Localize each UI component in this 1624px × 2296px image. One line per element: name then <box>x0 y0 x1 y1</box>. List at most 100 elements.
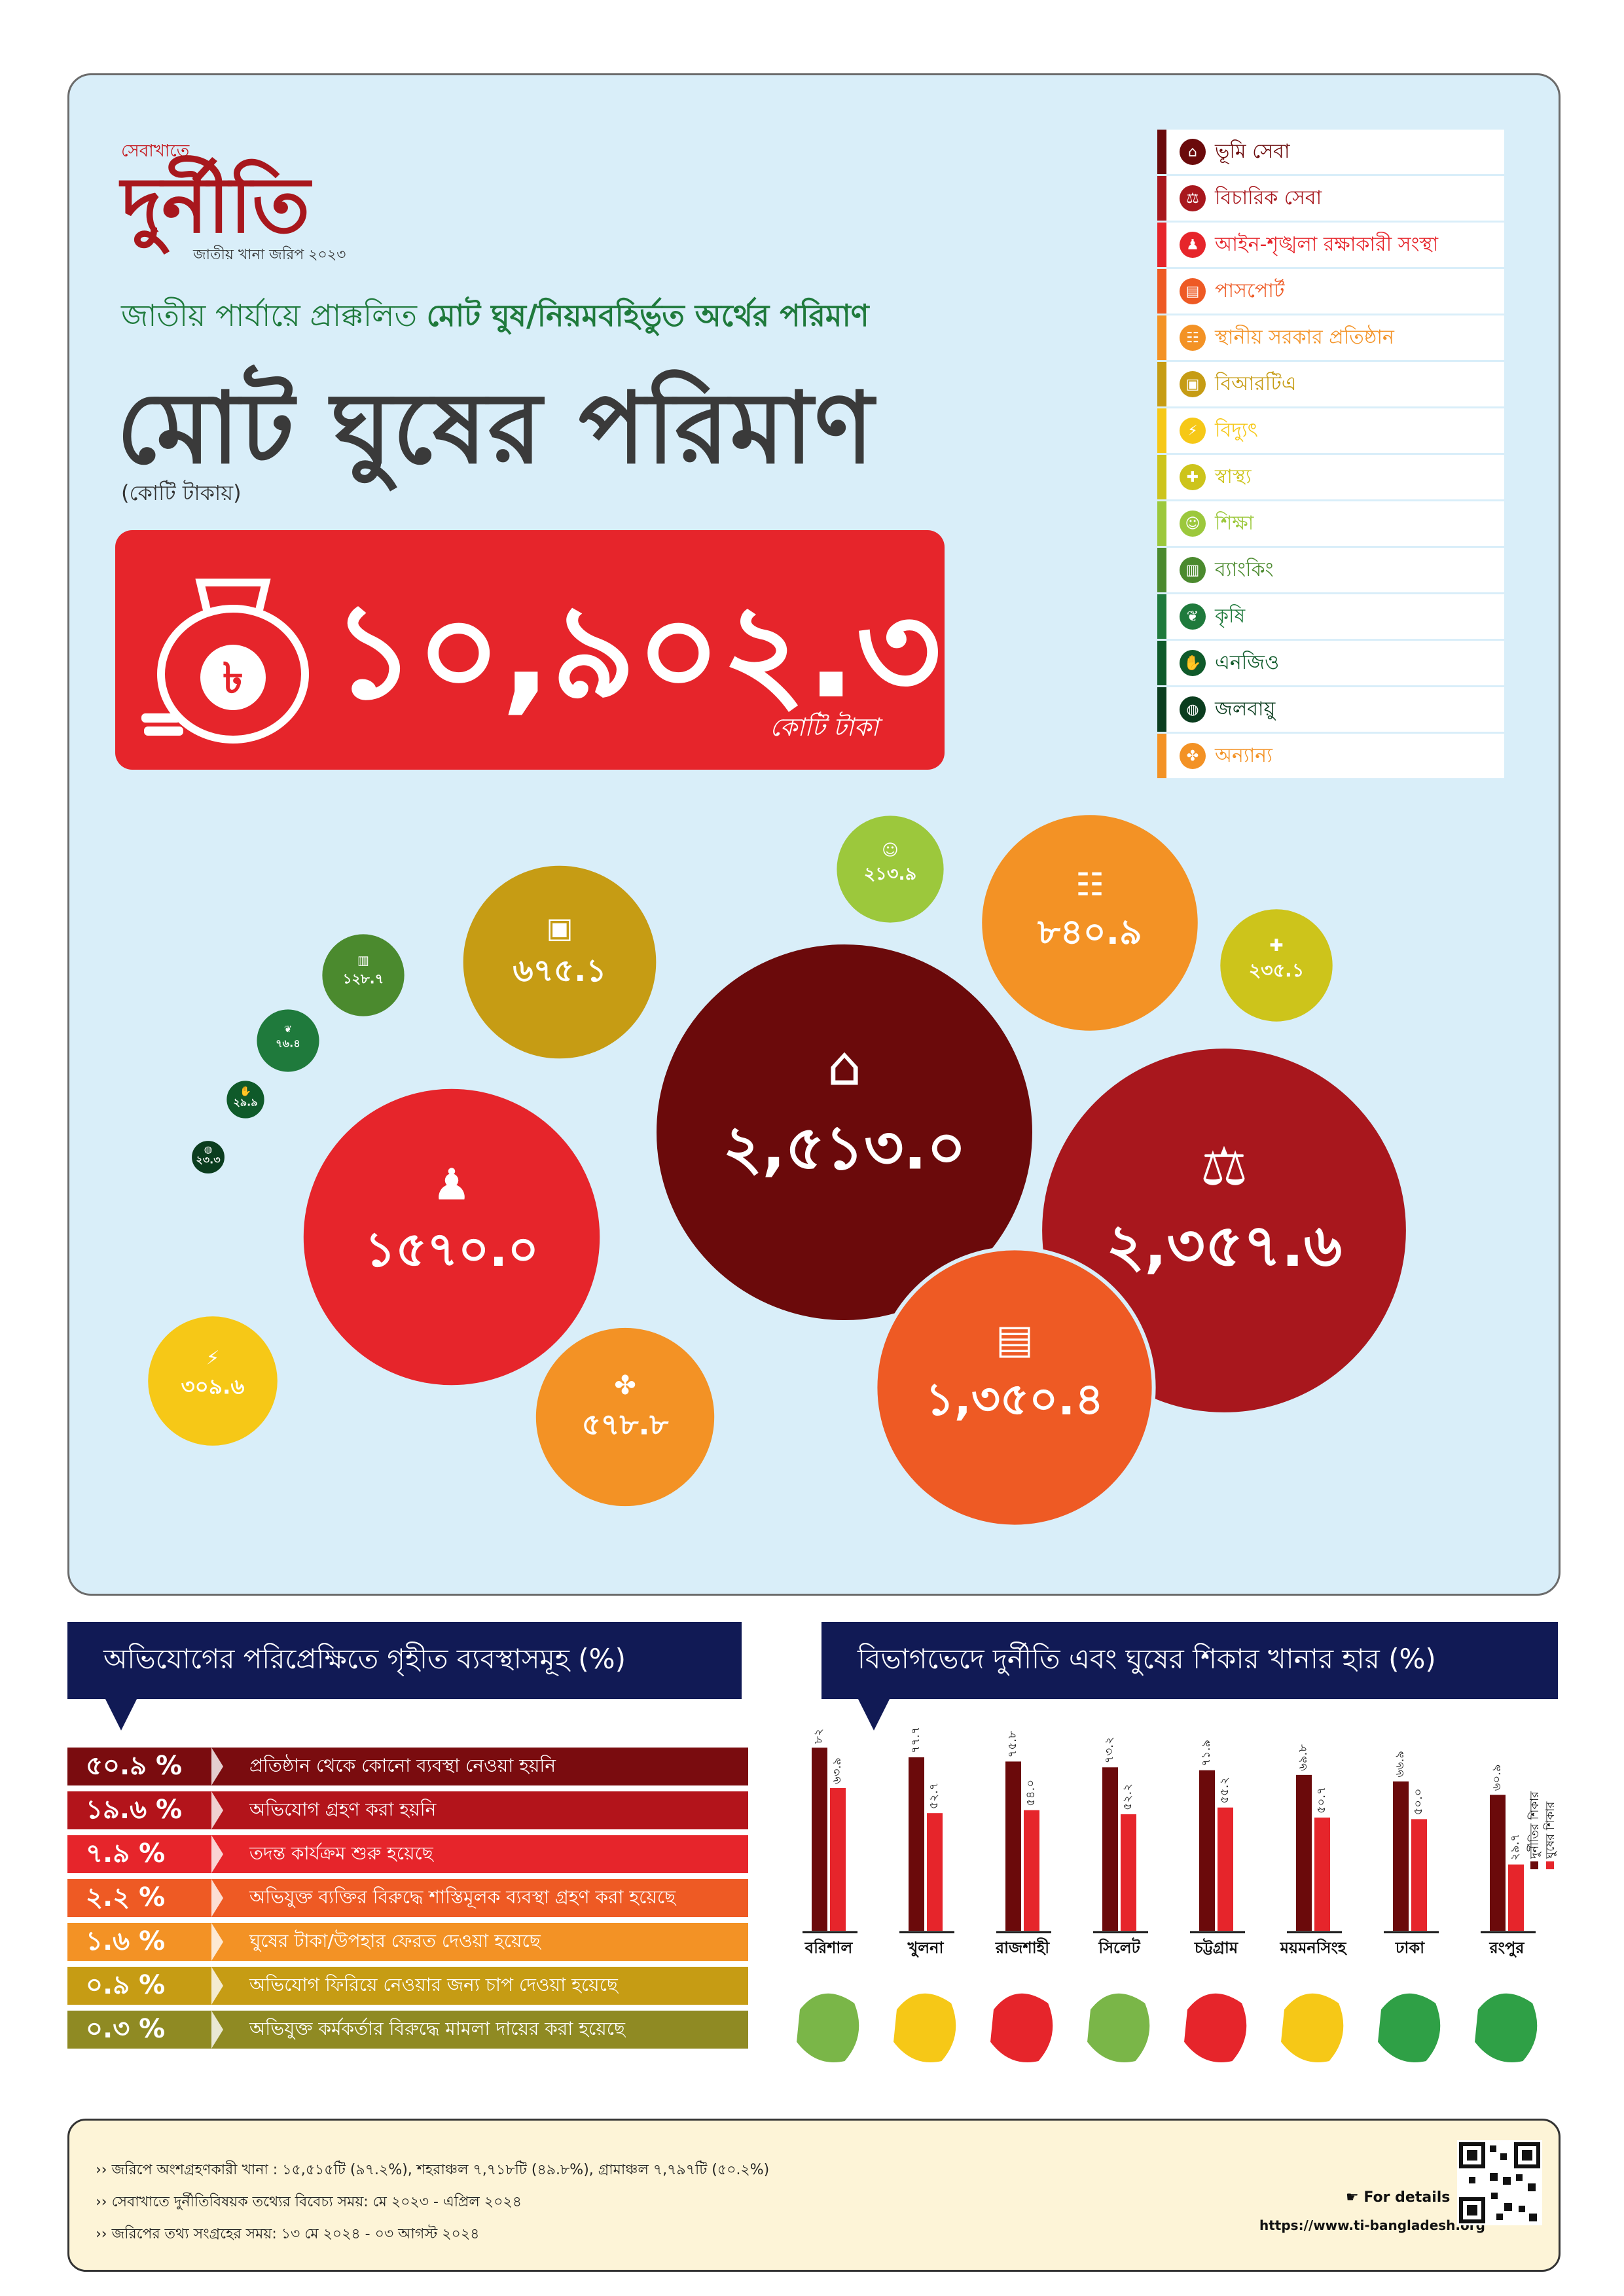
measure-row: ২.২ % অভিযুক্ত ব্যক্তির বিরুদ্ধে শাস্তিমূ… <box>67 1879 748 1917</box>
division-label: খুলনা <box>907 1939 945 1958</box>
bubble: ❦ ৭৬.৪ <box>253 1005 323 1076</box>
police-icon: ♟ <box>1180 232 1206 258</box>
legend-label: স্থানীয় সরকার প্রতিষ্ঠান <box>1215 325 1394 349</box>
legend-label: স্বাস্থ্য <box>1215 465 1252 488</box>
bubble-value-label: ১২৮.৭ <box>343 971 384 987</box>
legend-label: ভূমি সেবা <box>1215 139 1290 163</box>
legend-color-bar <box>1157 641 1166 685</box>
corruption-bar <box>1005 1761 1021 1931</box>
division-label: রংপুর <box>1489 1939 1525 1958</box>
measure-label: অভিযুক্ত কর্মকর্তার বিরুদ্ধে মামলা দায়ে… <box>249 2017 625 2039</box>
passport-icon: ▤ <box>996 1316 1034 1363</box>
measure-row: ১৯.৬ % অভিযোগ গ্রহণ করা হয়নি <box>67 1791 748 1829</box>
legend-color-bar <box>1157 501 1166 546</box>
bubble-value-label: ২১৩.৯ <box>864 864 917 884</box>
bubble: ☷ ৮৪০.৯ <box>978 811 1202 1035</box>
bubble-value-label: ২,৩৫৭.৬ <box>1106 1212 1342 1280</box>
bubble: ✚ ২৩৫.১ <box>1216 905 1337 1026</box>
website-link[interactable]: https://www.ti-bangladesh.org <box>1259 2217 1485 2233</box>
legend: ⌂ ভূমি সেবা ⚖ বিচারিক সেবা ♟ আইন-শৃঙ্খলা রক্ষ… <box>1157 130 1504 780</box>
legend-color-bar <box>1157 362 1166 406</box>
bus-icon: ▣ <box>1180 371 1206 397</box>
bubble: ▤ ১,৩৫০.৪ <box>873 1246 1156 1529</box>
bubble-value-label: ২৩৫.১ <box>1249 960 1305 981</box>
bubble-value-label: ১৫৭০.০ <box>365 1222 539 1278</box>
series-legend-swatch <box>1546 1861 1554 1869</box>
bribery-bar <box>927 1813 943 1931</box>
bribery-bar <box>1218 1807 1233 1931</box>
svg-text:৳: ৳ <box>223 655 244 703</box>
legend-label: শিক্ষা <box>1215 511 1254 535</box>
total-box: ৳ ১০,৯০২.৩ কোটি টাকা <box>115 530 945 770</box>
bubble-circle <box>1216 905 1337 1026</box>
bubble-value-label: ২৯.৯ <box>233 1096 257 1109</box>
legend-label: বিদ্যুৎ <box>1215 418 1258 442</box>
bribery-bar <box>1508 1864 1524 1931</box>
legend-item: ▣ বিআরটিএ <box>1157 362 1504 406</box>
series-legend-label: ঘুষের শিকার <box>1543 1801 1557 1859</box>
bubble-value-label: ৭৬.৪ <box>276 1037 300 1050</box>
division-label: রাজশাহী <box>995 1937 1050 1957</box>
legend-item: ⚖ বিচারিক সেবা <box>1157 176 1504 221</box>
land-icon: ⌂ <box>827 1034 861 1098</box>
legend-label: জলবায়ু <box>1215 697 1276 721</box>
legend-color-bar <box>1157 130 1166 174</box>
footer-lines: ›› জরিপে অংশগ্রহণকারী খানা : ১৫,৫১৫টি (৯… <box>69 2159 769 2247</box>
bar-value-label: ৫২.৭ <box>927 1782 941 1809</box>
details-label: For details <box>1363 2189 1451 2206</box>
division-header: বিভাগভেদে দুর্নীতি এবং ঘুষের শিকার খানার… <box>821 1622 1558 1699</box>
corruption-bar <box>1296 1774 1312 1931</box>
bubble-circle <box>299 1085 604 1390</box>
legend-item: ⌂ ভূমি সেবা <box>1157 130 1504 174</box>
land-icon: ⌂ <box>1180 139 1206 165</box>
measure-value: ৫০.৯ % <box>86 1750 183 1781</box>
legend-item: ♟ আইন-শৃঙ্খলা রক্ষাকারী সংস্থা <box>1157 223 1504 267</box>
measure-separator <box>211 1879 223 1917</box>
bubble: ◍২৩.৩ <box>188 1137 228 1177</box>
legend-label: বিআরটিএ <box>1215 372 1297 395</box>
bank-icon: ▥ <box>1180 557 1206 583</box>
logo-top-text: সেবাখাতে <box>121 141 190 161</box>
measure-separator <box>211 1748 223 1785</box>
bar-value-label: ৬৩.৯ <box>830 1757 844 1784</box>
bubble: ▥ ১২৮.৭ <box>318 930 408 1020</box>
corruption-bar <box>1490 1795 1506 1931</box>
division-map-icon <box>988 1992 1055 2064</box>
measures-header: অভিযোগের পরিপ্রেক্ষিতে গৃহীত ব্যবস্থাসমূ… <box>67 1622 742 1699</box>
measure-label: অভিযোগ ফিরিয়ে নেওয়ার জন্য চাপ দেওয়া হ… <box>249 1973 618 1996</box>
bank-icon: ▥ <box>357 954 369 968</box>
footer: ›› জরিপে অংশগ্রহণকারী খানা : ১৫,৫১৫টি (৯… <box>67 2119 1561 2272</box>
bar-value-label: ৭৫.৮ <box>1005 1731 1019 1757</box>
bribery-bar <box>1411 1819 1427 1931</box>
page-title: মোট ঘুষের পরিমাণ <box>117 372 875 486</box>
bubble-value-label: ৩০৯.৬ <box>181 1374 244 1399</box>
footer-line-period: ›› সেবাখাতে দুর্নীতিবিষয়ক তথ্যের বিবেচ্… <box>96 2194 522 2210</box>
measure-separator <box>211 1967 223 2005</box>
corruption-bar <box>812 1748 827 1931</box>
bubble-chart: ⌂ ২,৫১৩.০ ⚖ ২,৩৫৭.৬ ♟ ১৫৭০.০ ▤ ১,৩৫০.৪ ☷ ৮৪০.৯ ▣ ৬৭… <box>146 811 1408 1529</box>
legend-color-bar <box>1157 687 1166 732</box>
legend-label: বিচারিক সেবা <box>1215 186 1322 209</box>
health-icon: ✚ <box>1269 936 1283 956</box>
legend-label: আইন-শৃঙ্খলা রক্ষাকারী সংস্থা <box>1215 232 1439 256</box>
measure-value: ১৯.৬ % <box>86 1794 183 1825</box>
qr-code-icon[interactable] <box>1457 2140 1542 2225</box>
gavel-icon: ⚖ <box>1200 1136 1248 1198</box>
legend-item: ✤ অন্যান্য <box>1157 734 1504 778</box>
division-title: বিভাগভেদে দুর্নীতি এবং ঘুষের শিকার খানার… <box>857 1642 1436 1675</box>
division-header-pointer <box>857 1698 890 1731</box>
division-label: সিলেট <box>1098 1937 1140 1957</box>
bar-value-label: ৬০.৯ <box>1490 1764 1504 1791</box>
series-legend-swatch <box>1530 1861 1538 1869</box>
legend-label: এনজিও <box>1215 651 1280 674</box>
pointer-hand-icon: ☛ <box>1346 2189 1359 2206</box>
education-icon: ☺ <box>882 840 898 859</box>
lightning-icon: ⚡ <box>206 1347 220 1369</box>
bubble-circle <box>253 1005 323 1076</box>
meeting-icon: ☷ <box>1180 325 1206 351</box>
subtitle-pre: জাতীয় পার্যায়ে প্রাক্কলিত <box>121 298 427 333</box>
division-label: ঢাকা <box>1395 1939 1425 1957</box>
bubble-circle <box>532 1323 719 1511</box>
measure-row: ০.৩ % অভিযুক্ত কর্মকর্তার বিরুদ্ধে মামলা … <box>67 2011 748 2049</box>
measure-value: ১.৬ % <box>86 1926 166 1956</box>
